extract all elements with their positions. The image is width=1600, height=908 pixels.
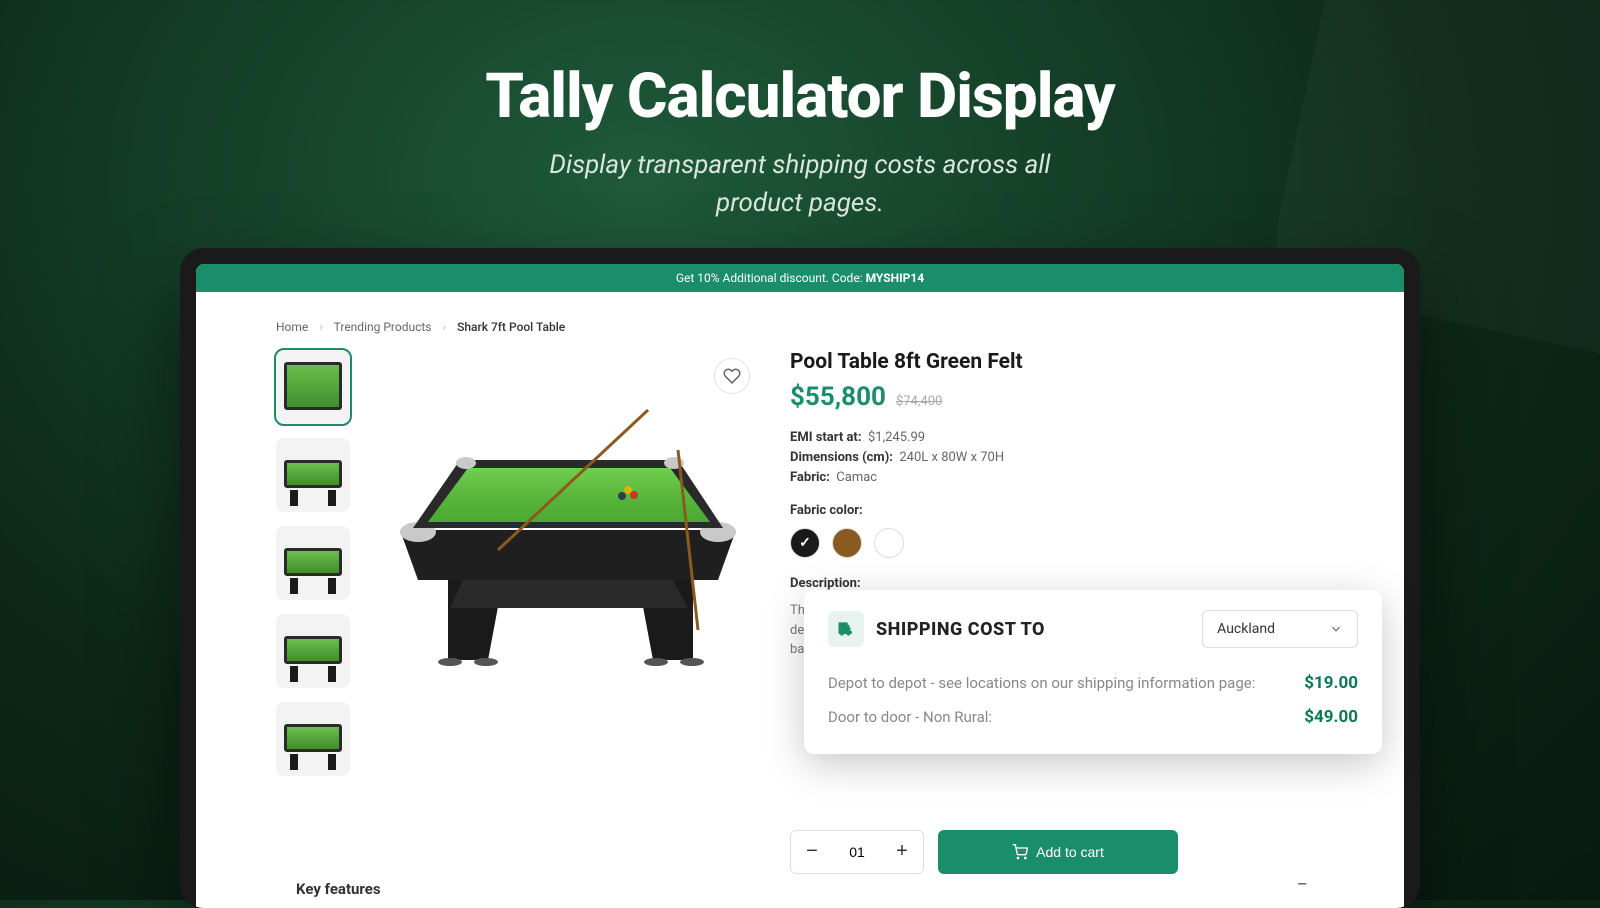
cart-icon bbox=[1012, 844, 1028, 860]
product-price-old: $74,400 bbox=[896, 394, 942, 409]
thumbnail-3[interactable] bbox=[276, 526, 350, 600]
thumbnail-4[interactable] bbox=[276, 614, 350, 688]
thumbnail-5[interactable] bbox=[276, 702, 350, 776]
breadcrumb-category[interactable]: Trending Products bbox=[334, 320, 432, 334]
thumbnail-2[interactable] bbox=[276, 438, 350, 512]
device-frame: Get 10% Additional discount. Code: MYSHI… bbox=[180, 248, 1420, 908]
breadcrumb-current: Shark 7ft Pool Table bbox=[457, 320, 565, 334]
swatch-white[interactable] bbox=[874, 528, 904, 558]
qty-plus-button[interactable]: + bbox=[881, 831, 923, 873]
qty-minus-button[interactable]: − bbox=[791, 831, 833, 873]
shipping-row-depot: Depot to depot - see locations on our sh… bbox=[828, 666, 1358, 700]
quantity-stepper[interactable]: − + bbox=[790, 830, 924, 874]
description-label: Description: bbox=[790, 576, 1324, 591]
collapse-icon[interactable]: − bbox=[1297, 872, 1308, 896]
chevron-down-icon bbox=[1329, 622, 1343, 636]
swatch-brown[interactable] bbox=[832, 528, 862, 558]
breadcrumb-home[interactable]: Home bbox=[276, 320, 308, 334]
shipping-row-door: Door to door - Non Rural: $49.00 bbox=[828, 700, 1358, 734]
promo-code: MYSHIP14 bbox=[866, 271, 925, 285]
heart-icon bbox=[723, 367, 741, 385]
thumbnail-1[interactable] bbox=[276, 350, 350, 424]
shipping-cost-card: SHIPPING COST TO Auckland Depot to depot… bbox=[804, 590, 1382, 754]
add-to-cart-button[interactable]: Add to cart bbox=[938, 830, 1178, 874]
key-features-heading: Key features bbox=[296, 880, 381, 898]
shipping-title: SHIPPING COST TO bbox=[876, 619, 1190, 640]
app-screen: Get 10% Additional discount. Code: MYSHI… bbox=[196, 264, 1404, 908]
product-price: $55,800 bbox=[790, 382, 886, 412]
product-title: Pool Table 8ft Green Felt bbox=[790, 350, 1324, 374]
shipping-price-depot: $19.00 bbox=[1304, 673, 1358, 693]
shipping-location-select[interactable]: Auckland bbox=[1202, 610, 1358, 648]
swatch-black[interactable] bbox=[790, 528, 820, 558]
promo-bar: Get 10% Additional discount. Code: MYSHI… bbox=[196, 264, 1404, 292]
shipping-price-door: $49.00 bbox=[1304, 707, 1358, 727]
breadcrumb: Home › Trending Products › Shark 7ft Poo… bbox=[196, 292, 1404, 350]
color-swatches bbox=[790, 528, 1324, 558]
wishlist-button[interactable] bbox=[714, 358, 750, 394]
thumbnail-list bbox=[276, 350, 354, 874]
qty-input[interactable] bbox=[833, 844, 881, 860]
pool-table-illustration bbox=[378, 350, 758, 690]
product-main-image bbox=[378, 350, 758, 874]
fabric-color-label: Fabric color: bbox=[790, 503, 1324, 518]
truck-icon bbox=[828, 611, 864, 647]
